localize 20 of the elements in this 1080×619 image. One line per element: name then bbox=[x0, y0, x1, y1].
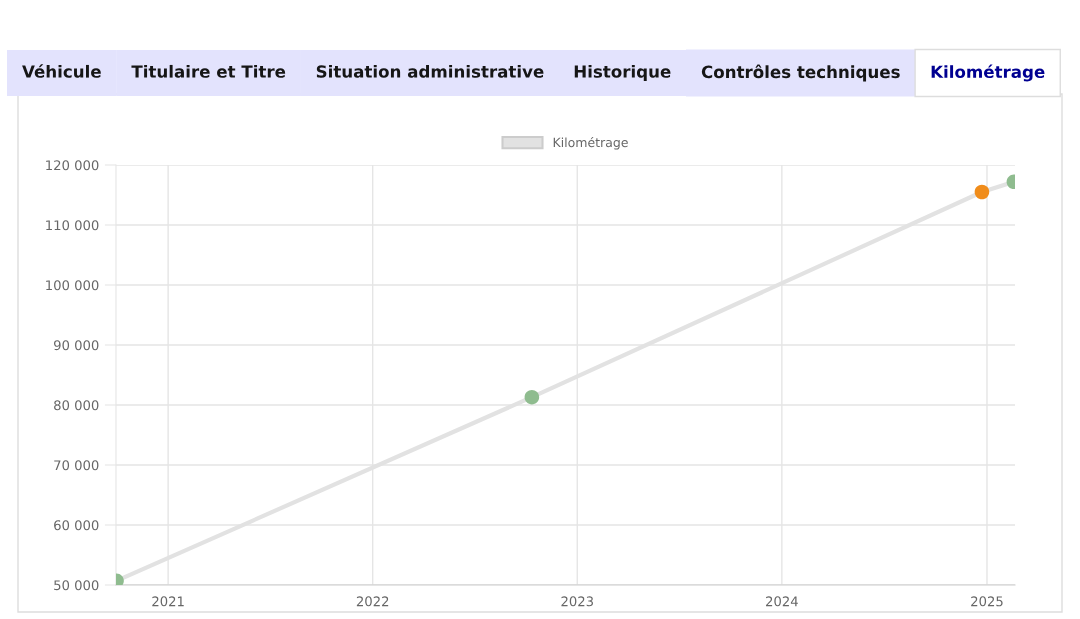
text: Situation administrative bbox=[316, 64, 544, 78]
text: Véhicule bbox=[22, 64, 101, 78]
text: Titulaire et Titre bbox=[131, 64, 286, 78]
y-tick-label: 120 000 bbox=[46, 160, 99, 171]
y-tick-label: 50 000 bbox=[54, 580, 99, 591]
y-tick-label: 60 000 bbox=[54, 520, 99, 531]
x-tick-label: 2022 bbox=[356, 596, 389, 607]
text: Historique bbox=[574, 64, 671, 82]
legend-label: Kilométrage bbox=[553, 136, 628, 150]
x-tick-label: 2025 bbox=[971, 596, 1003, 607]
x-tick-label: 2024 bbox=[766, 596, 798, 607]
x-tick-label: 2023 bbox=[561, 596, 593, 607]
y-tick-label: 100 000 bbox=[46, 280, 99, 291]
y-tick-label: 90 000 bbox=[54, 340, 99, 351]
y-tick-label: 70 000 bbox=[54, 460, 99, 471]
x-tick-label: 2021 bbox=[152, 596, 184, 607]
y-tick-label: 80 000 bbox=[54, 400, 99, 411]
y-tick-label: 110 000 bbox=[46, 220, 99, 231]
text: Contrôles techniques bbox=[701, 64, 900, 82]
text: Kilométrage bbox=[931, 64, 1045, 82]
